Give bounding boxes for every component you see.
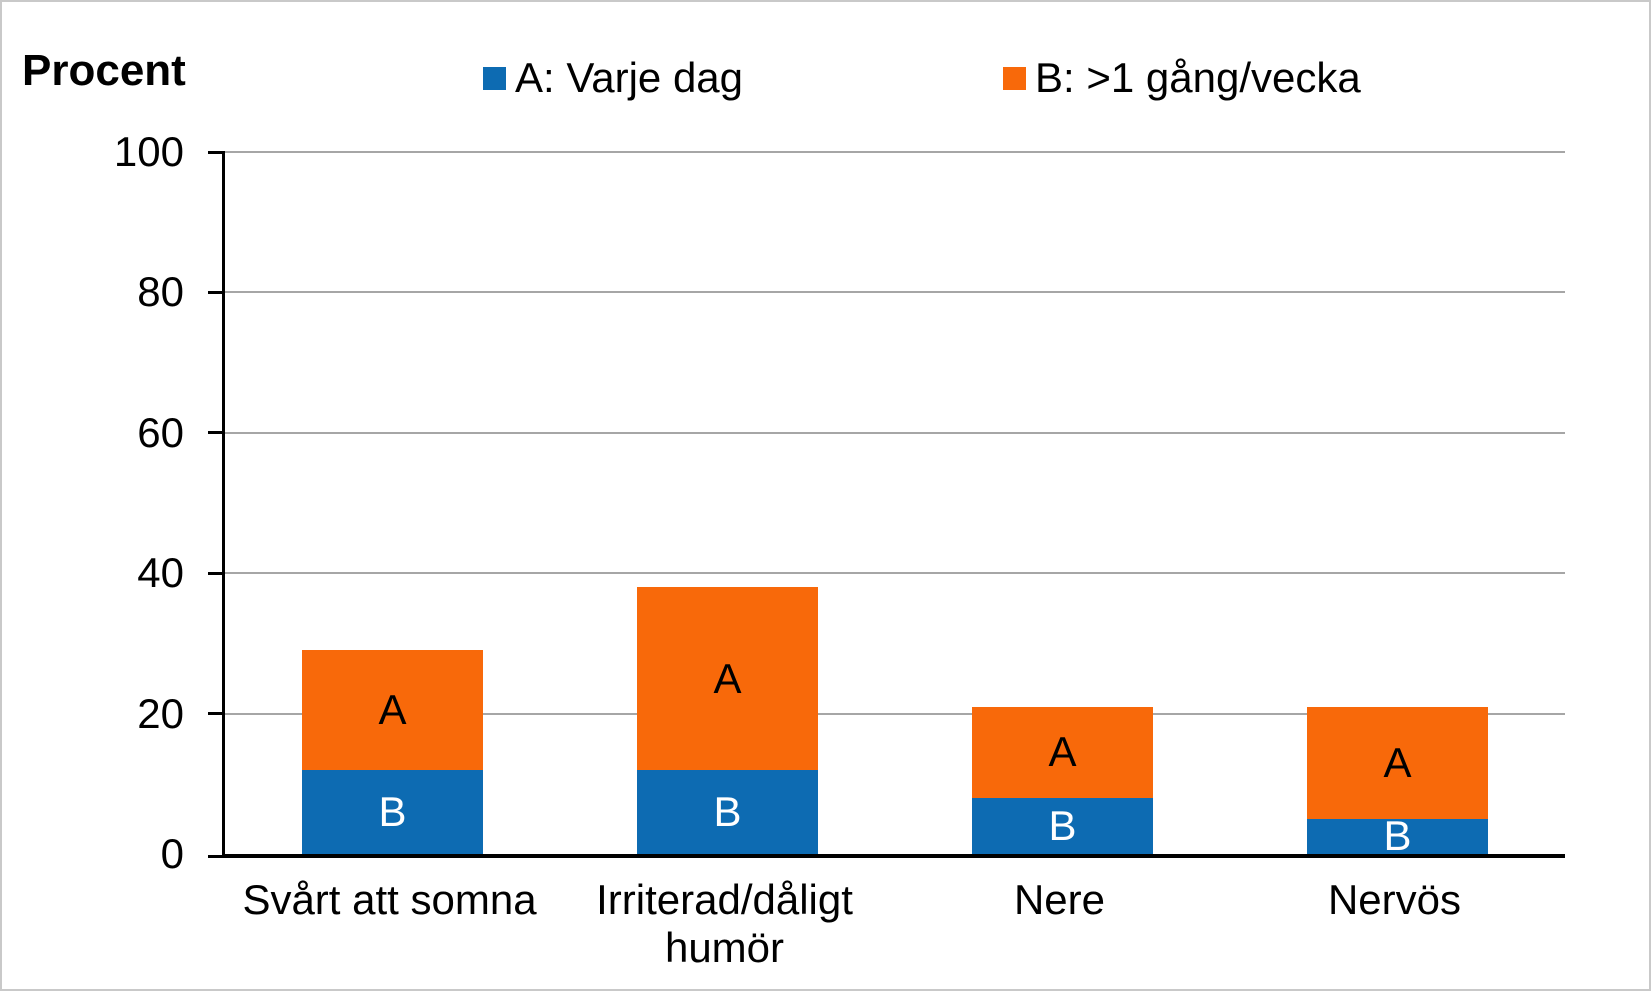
bar-4-letter-A: A — [1383, 738, 1412, 786]
legend-item-b: B: >1 gång/vecka — [1003, 54, 1361, 102]
bar-2-segment-A: A — [637, 587, 818, 770]
y-tick-20 — [208, 712, 225, 716]
gridline-40 — [225, 572, 1565, 575]
bar-4-segment-A: A — [1307, 706, 1488, 819]
x-category-label-3: Nere — [1013, 876, 1106, 923]
y-axis-title: Procent — [22, 46, 186, 95]
y-tick-60 — [208, 431, 225, 435]
y-tick-label-60: 60 — [137, 408, 184, 456]
legend-label-a: A: Varje dag — [515, 54, 744, 101]
bar-3-segment-A: A — [972, 706, 1153, 798]
bar-3-letter-B: B — [1048, 801, 1077, 849]
legend-swatch-orange-icon — [1003, 66, 1026, 90]
y-tick-0 — [208, 854, 225, 858]
gridline-80 — [225, 291, 1565, 294]
bar-2-letter-A: A — [713, 654, 742, 702]
bar-1-segment-B: B — [302, 769, 483, 854]
x-category-label-1: Svårt att somna — [242, 876, 537, 923]
x-category-label-2: Irriterad/dåligt humör — [596, 876, 853, 971]
bar-3-segment-B: B — [972, 797, 1153, 854]
y-tick-100 — [208, 150, 225, 154]
y-tick-80 — [208, 290, 225, 294]
y-tick-label-0: 0 — [160, 830, 184, 877]
gridline-100 — [225, 151, 1565, 153]
y-tick-label-100: 100 — [113, 128, 184, 175]
bar-4-segment-B: B — [1307, 814, 1488, 858]
legend-item-a: A: Varje dag — [483, 54, 743, 102]
gridline-60 — [225, 431, 1565, 434]
legend-label-b: B: >1 gång/vecka — [1035, 54, 1361, 101]
x-category-label-4: Nervös — [1327, 876, 1462, 923]
bar-1-letter-B: B — [378, 787, 407, 835]
y-tick-label-40: 40 — [137, 549, 184, 597]
y-tick-40 — [208, 571, 225, 575]
bar-2-letter-B: B — [713, 787, 742, 835]
bar-3-letter-A: A — [1048, 728, 1077, 776]
bar-1-letter-A: A — [378, 686, 407, 734]
bar-4-letter-B: B — [1383, 812, 1412, 860]
legend-swatch-blue-icon — [483, 66, 506, 90]
y-tick-label-20: 20 — [137, 689, 184, 737]
bar-1-segment-A: A — [302, 650, 483, 770]
y-tick-label-80: 80 — [137, 268, 184, 316]
bar-2-segment-B: B — [637, 769, 818, 854]
gridline-20 — [225, 712, 1565, 715]
